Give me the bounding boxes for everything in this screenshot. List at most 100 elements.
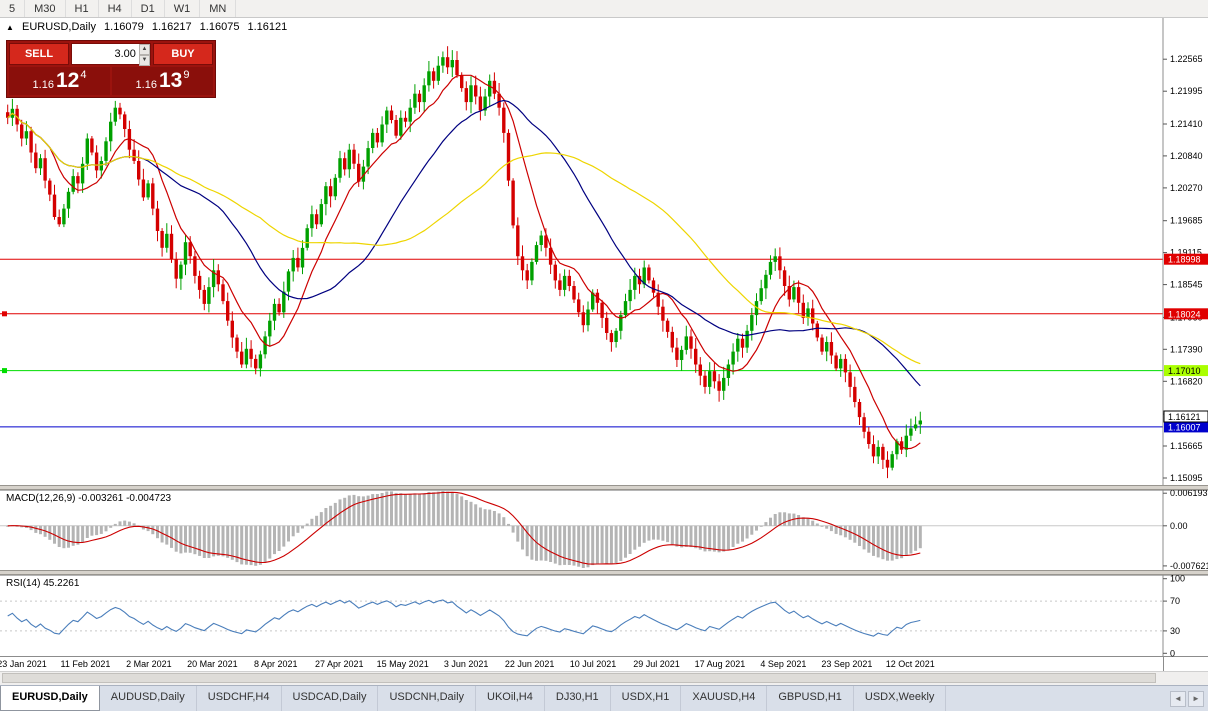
chart-scrollbar[interactable]	[0, 671, 1208, 685]
price-axis-label: 1.20270	[1170, 183, 1203, 193]
time-axis[interactable]: 23 Jan 2021 11 Feb 2021 2 Mar 2021 20 Mar 2…	[0, 657, 1208, 671]
price-axis-label: 1.19685	[1170, 216, 1203, 226]
rsi-axis-label: 0	[1170, 648, 1175, 657]
time-axis-label: 29 Jul 2021	[633, 659, 680, 669]
timeframe-button-d1[interactable]: D1	[132, 0, 165, 17]
timeframe-button-w1[interactable]: W1	[165, 0, 201, 17]
tab-scroll-right-icon[interactable]: ►	[1188, 690, 1204, 707]
rsi-indicator-pane[interactable]: 100 70 30 0	[0, 575, 1208, 657]
price-axis-label: 1.15095	[1170, 473, 1203, 483]
price-axis-label: 1.15665	[1170, 441, 1203, 451]
rsi-title: RSI(14) 45.2261	[6, 578, 80, 589]
price-axis-label: 1.16820	[1170, 376, 1203, 386]
svg-text:1.18998: 1.18998	[1168, 255, 1201, 265]
time-axis-label: 17 Aug 2021	[694, 659, 746, 669]
timeframe-toolbar: 5 M30 H1 H4 D1 W1 MN	[0, 0, 1208, 18]
tab-eurusd-daily[interactable]: EURUSD,Daily	[0, 686, 100, 711]
timeframe-button-m30[interactable]: M30	[25, 0, 66, 17]
volume-decrease-button[interactable]: ▼	[138, 55, 150, 66]
volume-input[interactable]	[72, 44, 139, 64]
macd-indicator-pane[interactable]: 0.006193 0.00 -0.007621	[0, 490, 1208, 570]
time-axis-label: 2 Mar 2021	[126, 659, 172, 669]
time-axis-label: 8 Apr 2021	[254, 659, 298, 669]
price-tag-1.16007: 1.16007	[1164, 421, 1208, 433]
price-axis-label: 1.17390	[1170, 344, 1203, 354]
sell-price-sup: 4	[80, 69, 87, 81]
macd-axis-label: -0.007621	[1170, 561, 1208, 570]
time-axis-label: 22 Jun 2021	[504, 659, 555, 669]
price-axis-label: 1.20840	[1170, 151, 1203, 161]
timeframe-button-h4[interactable]: H4	[99, 0, 132, 17]
price-axis-label: 1.19115	[1170, 248, 1202, 258]
buy-price-sup: 9	[183, 69, 190, 81]
ohlc-close: 1.16121	[247, 21, 288, 33]
svg-text:1.16007: 1.16007	[1168, 422, 1201, 432]
time-axis-label: 20 Mar 2021	[187, 659, 238, 669]
tab-usdchf-h4[interactable]: USDCHF,H4	[197, 686, 282, 711]
sell-price-display[interactable]: 1.16 12 4	[9, 67, 110, 95]
price-tag-1.18024: 1.18024	[1164, 308, 1208, 320]
pane-separator[interactable]	[0, 570, 1208, 575]
buy-price-display[interactable]: 1.16 13 9	[112, 67, 213, 95]
ohlc-open: 1.16079	[104, 21, 144, 33]
tab-usdcad-daily[interactable]: USDCAD,Daily	[282, 686, 379, 711]
tab-dj30-h1[interactable]: DJ30,H1	[545, 686, 611, 711]
tab-usdcnh-daily[interactable]: USDCNH,Daily	[378, 686, 477, 711]
tab-xauusd-h4[interactable]: XAUUSD,H4	[681, 686, 768, 711]
price-axis-label: 1.21410	[1170, 119, 1203, 129]
ohlc-low: 1.16075	[199, 21, 240, 33]
svg-text:1.18024: 1.18024	[1168, 309, 1201, 319]
buy-button[interactable]: BUY	[153, 43, 213, 65]
sell-button[interactable]: SELL	[9, 43, 69, 65]
time-axis-label: 23 Jan 2021	[0, 659, 47, 669]
tab-gbpusd-h1[interactable]: GBPUSD,H1	[767, 686, 854, 711]
macd-axis-label: 0.00	[1170, 521, 1188, 531]
rsi-axis-label: 30	[1170, 626, 1180, 636]
chart-tabs-bar: EURUSD,Daily AUDUSD,Daily USDCHF,H4 USDCAD,…	[0, 685, 1208, 711]
time-axis-label: 10 Jul 2021	[569, 659, 617, 669]
pane-separator[interactable]	[0, 485, 1208, 490]
tab-scroll-left-icon[interactable]: ◄	[1170, 690, 1186, 707]
time-axis-label: 4 Sep 2021	[760, 659, 807, 669]
one-click-trading-panel: SELL ▲ ▼ BUY 1.16 12 4 1.16 13 9	[6, 40, 216, 98]
timeframe-button-h1[interactable]: H1	[66, 0, 99, 17]
line-handle[interactable]	[2, 311, 7, 317]
time-axis-label: 11 Feb 2021	[60, 659, 111, 669]
tab-ukoil-h4[interactable]: UKOil,H4	[476, 686, 545, 711]
tab-scroll-arrows: ◄ ►	[1170, 686, 1208, 711]
volume-spinner: ▲ ▼	[138, 44, 150, 66]
candlesticks	[6, 46, 922, 479]
chart-scrollbar-thumb[interactable]	[2, 673, 1156, 683]
time-axis-label: 12 Oct 2021	[885, 659, 935, 669]
time-axis-label: 27 Apr 2021	[314, 659, 364, 669]
axis-separator-line	[1163, 657, 1164, 671]
ohlc-high: 1.16217	[151, 21, 192, 33]
buy-price-big: 13	[158, 69, 183, 92]
collapse-panel-icon[interactable]: ▲	[6, 23, 14, 32]
macd-axis-label: 0.006193	[1170, 490, 1208, 498]
tab-usdx-h1[interactable]: USDX,H1	[611, 686, 682, 711]
last-price-tag: 1.16121	[1163, 410, 1208, 423]
macd-title: MACD(12,26,9) -0.003261 -0.004723	[6, 493, 172, 504]
chart-area: 1.22565 1.21995 1.21410 1.20840 1.20270 1.196…	[0, 18, 1208, 671]
svg-text:1.17010: 1.17010	[1168, 366, 1201, 376]
price-axis-label: 1.22565	[1170, 54, 1203, 64]
time-axis-label: 23 Sep 2021	[821, 659, 873, 669]
timeframe-button-5[interactable]: 5	[0, 0, 26, 17]
buy-price-prefix: 1.16	[135, 79, 157, 91]
sell-price-prefix: 1.16	[32, 79, 54, 91]
timeframe-button-mn[interactable]: MN	[200, 0, 237, 17]
volume-increase-button[interactable]: ▲	[138, 44, 150, 55]
macd-signal-line	[7, 491, 921, 565]
rsi-axis-label: 100	[1170, 575, 1185, 584]
tab-audusd-daily[interactable]: AUDUSD,Daily	[100, 686, 197, 711]
line-handle[interactable]	[2, 368, 7, 374]
price-axis-label: 1.18545	[1170, 280, 1203, 290]
tab-usdx-weekly[interactable]: USDX,Weekly	[854, 686, 947, 711]
rsi-line	[7, 599, 921, 637]
price-axis-label: 1.21995	[1170, 86, 1203, 96]
rsi-axis-label: 70	[1170, 596, 1180, 606]
time-axis-label: 15 May 2021	[376, 659, 429, 669]
time-axis-label: 3 Jun 2021	[443, 659, 489, 669]
ma-slow-line	[7, 112, 921, 365]
